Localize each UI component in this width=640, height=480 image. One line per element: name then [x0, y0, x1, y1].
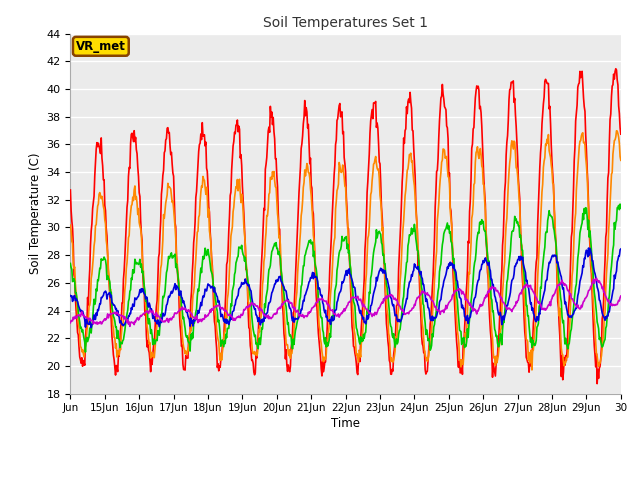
Legend: Tsoil -2cm, Tsoil -4cm, Tsoil -8cm, Tsoil -16cm, Tsoil -32cm: Tsoil -2cm, Tsoil -4cm, Tsoil -8cm, Tsoi… [102, 477, 589, 480]
Y-axis label: Soil Temperature (C): Soil Temperature (C) [29, 153, 42, 275]
Title: Soil Temperatures Set 1: Soil Temperatures Set 1 [263, 16, 428, 30]
Text: VR_met: VR_met [76, 40, 126, 53]
X-axis label: Time: Time [331, 418, 360, 431]
